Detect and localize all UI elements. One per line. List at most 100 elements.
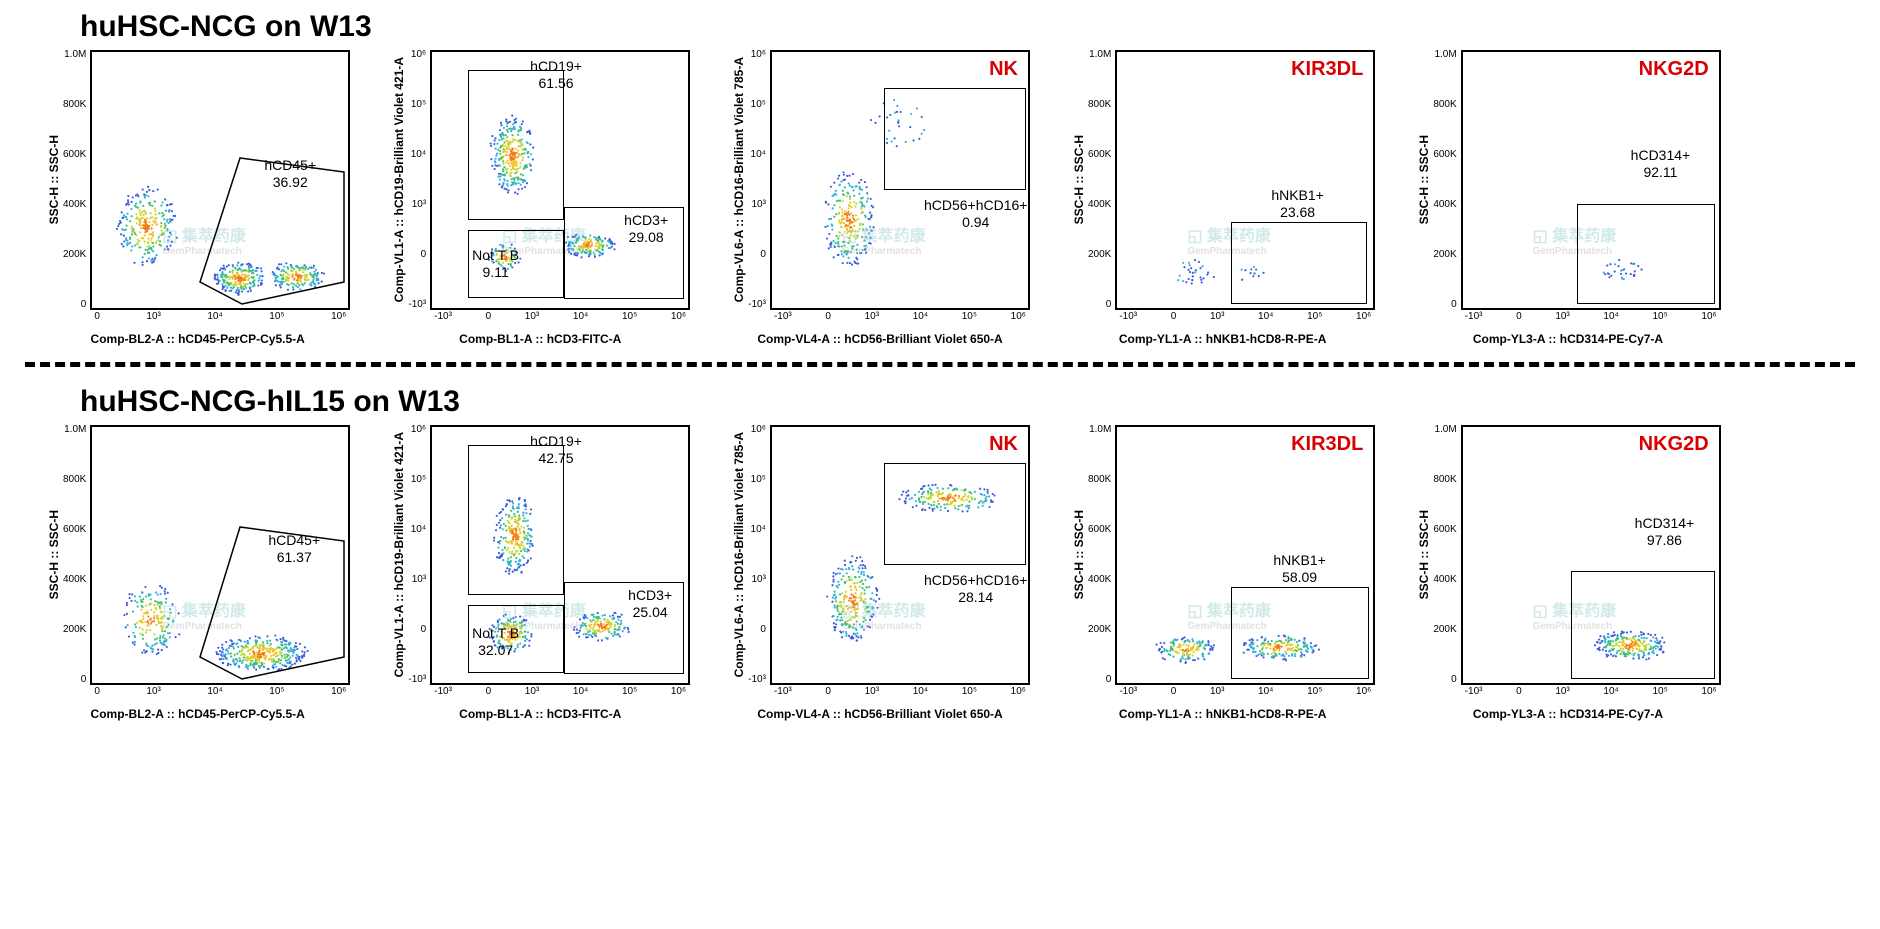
- xlabel: Comp-YL1-A :: hNKB1-hCD8-R-PE-A: [1119, 332, 1327, 346]
- gate-label: hNKB1+58.09: [1273, 552, 1326, 586]
- xlabel: Comp-YL3-A :: hCD314-PE-Cy7-A: [1473, 707, 1663, 721]
- xtick: 10³: [1555, 687, 1569, 697]
- scatter-plot: ◱ 集萃药康GemPharmatech hCD45+61.37: [90, 425, 350, 685]
- ytick: 1.0M: [1088, 50, 1111, 60]
- ytick: 400K: [1433, 200, 1456, 210]
- yticks: 1.0M800K600K400K200K0: [1433, 50, 1460, 310]
- ytick: -10³: [748, 300, 766, 310]
- xtick: -10³: [1119, 687, 1137, 697]
- ytick: 1.0M: [63, 425, 86, 435]
- yticks: 1.0M800K600K400K200K0: [1088, 50, 1115, 310]
- ylabel: Comp-VL1-A :: hCD19-Brilliant Violet 421…: [390, 57, 408, 302]
- ytick: -10³: [408, 300, 426, 310]
- gate-rect: [468, 445, 564, 595]
- xtick: 10⁶: [1356, 312, 1371, 322]
- facs-panel: Comp-VL6-A :: hCD16-Brilliant Violet 785…: [730, 425, 1030, 721]
- xticks: -10³010³10⁴10⁵10⁶: [1461, 312, 1721, 322]
- xtick: 10⁴: [573, 312, 588, 322]
- ytick: 200K: [1433, 625, 1456, 635]
- gate-label: hCD19+61.56: [530, 58, 582, 92]
- ytick: 0: [63, 675, 86, 685]
- xtick: 10³: [1210, 687, 1224, 697]
- ytick: 600K: [63, 150, 86, 160]
- ytick: 10⁵: [748, 100, 766, 110]
- facs-panel: Comp-VL1-A :: hCD19-Brilliant Violet 421…: [390, 425, 690, 721]
- xtick: 10³: [525, 312, 539, 322]
- ytick: 1.0M: [1088, 425, 1111, 435]
- ytick: 800K: [1088, 475, 1111, 485]
- panel-row: SSC-H :: SSC-H 1.0M800K600K400K200K0 ◱ 集…: [20, 425, 1860, 721]
- gate-label: hCD314+97.86: [1635, 515, 1695, 549]
- ytick: 10³: [408, 200, 426, 210]
- row-divider: [25, 362, 1855, 367]
- ylabel: Comp-VL1-A :: hCD19-Brilliant Violet 421…: [390, 432, 408, 677]
- xtick: 10⁴: [913, 312, 928, 322]
- xticks: -10³010³10⁴10⁵10⁶: [1115, 687, 1375, 697]
- xticks: -10³010³10⁴10⁵10⁶: [1461, 687, 1721, 697]
- scatter-plot: ◱ 集萃药康GemPharmatech hCD19+42.75Not T B32…: [430, 425, 690, 685]
- ytick: 400K: [1433, 575, 1456, 585]
- xtick: 10³: [865, 312, 879, 322]
- ytick: 600K: [1088, 525, 1111, 535]
- ytick: 800K: [63, 475, 86, 485]
- ytick: -10³: [748, 675, 766, 685]
- xtick: 10³: [525, 687, 539, 697]
- xtick: 0: [1516, 312, 1522, 322]
- xtick: 0: [1171, 687, 1177, 697]
- corner-label: NKG2D: [1639, 58, 1709, 81]
- gate-label: hCD3+29.08: [624, 212, 668, 246]
- xticks: 010³10⁴10⁵10⁶: [90, 687, 350, 697]
- xtick: 10⁵: [1652, 687, 1667, 697]
- scatter-plot: ◱ 集萃药康GemPharmatech hNKB1+23.68 KIR3DL: [1115, 50, 1375, 310]
- xticks: 010³10⁴10⁵10⁶: [90, 312, 350, 322]
- facs-panel: SSC-H :: SSC-H 1.0M800K600K400K200K0 ◱ 集…: [1070, 50, 1375, 346]
- xlabel: Comp-YL1-A :: hNKB1-hCD8-R-PE-A: [1119, 707, 1327, 721]
- yticks: 10⁶10⁵10⁴10³0-10³: [748, 425, 770, 685]
- figure-root: huHSC-NCG on W13 SSC-H :: SSC-H 1.0M800K…: [20, 10, 1860, 721]
- ytick: 0: [408, 625, 426, 635]
- scatter-plot: ◱ 集萃药康GemPharmatech hCD45+36.92: [90, 50, 350, 310]
- panel-row: SSC-H :: SSC-H 1.0M800K600K400K200K0 ◱ 集…: [20, 50, 1860, 346]
- ytick: 400K: [1088, 575, 1111, 585]
- ytick: 1.0M: [1433, 425, 1456, 435]
- ytick: 0: [748, 625, 766, 635]
- xtick: -10³: [1465, 687, 1483, 697]
- ytick: 1.0M: [1433, 50, 1456, 60]
- ytick: -10³: [408, 675, 426, 685]
- scatter-plot: ◱ 集萃药康GemPharmatech hCD19+61.56Not T B9.…: [430, 50, 690, 310]
- xlabel: Comp-VL4-A :: hCD56-Brilliant Violet 650…: [757, 707, 1002, 721]
- xtick: 10⁶: [1011, 312, 1026, 322]
- ytick: 600K: [1433, 525, 1456, 535]
- xtick: 10⁶: [1701, 312, 1716, 322]
- xtick: -10³: [1119, 312, 1137, 322]
- xtick: 10⁵: [269, 312, 284, 322]
- gate-rect: [1231, 587, 1369, 679]
- xtick: -10³: [774, 312, 792, 322]
- yticks: 1.0M800K600K400K200K0: [63, 50, 90, 310]
- xlabel: Comp-YL3-A :: hCD314-PE-Cy7-A: [1473, 332, 1663, 346]
- section-title: huHSC-NCG on W13: [80, 10, 1860, 44]
- yticks: 10⁶10⁵10⁴10³0-10³: [408, 50, 430, 310]
- ytick: 10⁵: [408, 475, 426, 485]
- xlabel: Comp-BL1-A :: hCD3-FITC-A: [459, 707, 621, 721]
- ytick: 10⁵: [748, 475, 766, 485]
- xtick: -10³: [1465, 312, 1483, 322]
- xtick: 10⁶: [1356, 687, 1371, 697]
- ytick: 10³: [748, 200, 766, 210]
- gate-label: Not T B9.11: [472, 247, 519, 281]
- xticks: -10³010³10⁴10⁵10⁶: [430, 687, 690, 697]
- corner-label: KIR3DL: [1291, 433, 1363, 456]
- ytick: 10⁴: [748, 150, 766, 160]
- ytick: 0: [1088, 675, 1111, 685]
- xtick: 0: [94, 312, 100, 322]
- xtick: 10⁵: [622, 687, 637, 697]
- ylabel: SSC-H :: SSC-H: [1070, 510, 1088, 599]
- xtick: 0: [1171, 312, 1177, 322]
- corner-label: KIR3DL: [1291, 58, 1363, 81]
- ytick: 0: [1433, 300, 1456, 310]
- corner-label: NK: [989, 433, 1018, 456]
- ylabel: Comp-VL6-A :: hCD16-Brilliant Violet 785…: [730, 432, 748, 677]
- ytick: 800K: [1433, 100, 1456, 110]
- scatter-plot: ◱ 集萃药康GemPharmatech hNKB1+58.09 KIR3DL: [1115, 425, 1375, 685]
- ytick: 400K: [63, 575, 86, 585]
